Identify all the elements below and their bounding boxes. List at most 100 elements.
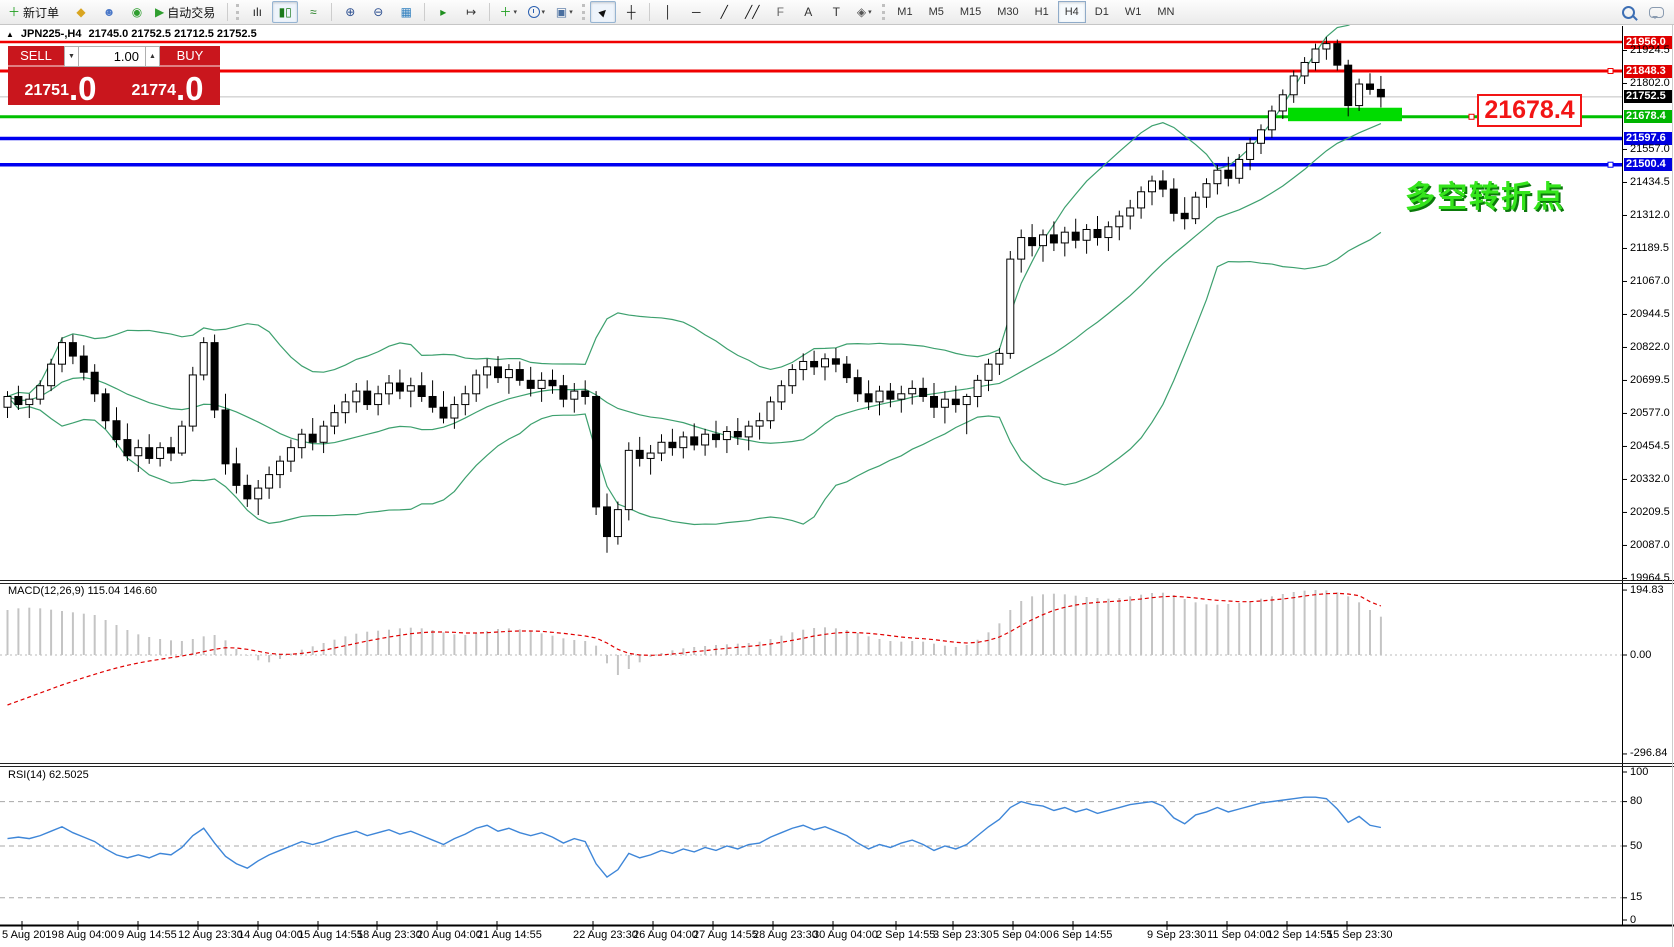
buy-price-frac: .0 [175,69,204,107]
one-click-trading-panel: SELL ▼ 1.00 ▲ BUY 21751.0 21774.0 [8,46,220,105]
price-axis-label: 21312.0 [1630,208,1670,221]
timeframe-h4-button[interactable]: H4 [1057,1,1086,23]
chevron-down-icon[interactable]: ▾ [569,9,573,16]
candlestick-chart-button[interactable]: ▮▯ [272,1,299,23]
arrows-icon: ◈ [856,5,867,19]
time-axis-label: 28 Aug 23:30 [753,929,818,941]
timeframe-m15-button[interactable]: M15 [959,6,982,18]
toolbar-drag-handle[interactable] [582,4,586,20]
search-icon [1621,5,1635,19]
rsi-indicator-label: RSI(14) 62.5025 [8,769,89,781]
vertical-line-button[interactable]: │ [655,1,681,23]
toolbar-drag-handle[interactable] [236,4,240,20]
zoom-out-icon: ⊖ [373,5,384,19]
toolbar-separator [227,3,229,21]
line-icon: ≈ [309,5,317,19]
time-axis-label: 11 Sep 04:00 [1207,929,1272,941]
price-axis-label: 20699.5 [1630,373,1670,386]
chart-symbol-period: JPN225-,H4 [20,28,82,40]
toolbar-drag-handle[interactable] [882,4,886,20]
time-axis-label: 9 Aug 14:55 [118,929,177,941]
time-axis-label: 12 Sep 14:55 [1267,929,1333,941]
price-axis-label: 20087.0 [1630,538,1670,551]
horizontal-line-button[interactable]: ─ [683,1,709,23]
indicator-axis-label: 50 [1630,839,1643,852]
volume-input[interactable]: 1.00 [79,46,145,67]
sell-button[interactable]: SELL [8,46,64,67]
clock-icon [527,6,540,18]
chevron-down-icon[interactable]: ▾ [513,9,518,16]
price-axis-label: 21500.4 [1624,158,1672,172]
timeframe-m1-button[interactable]: M1 [897,6,913,18]
price-axis-label: 21067.0 [1630,274,1670,287]
fibo-icon: F [776,5,784,19]
gold-diamond-icon: ◆ [76,5,86,19]
toolbar-separator [424,3,426,21]
timeframe-w1-button[interactable]: W1 [1124,6,1142,18]
equidistant-channel-button[interactable]: ╱╱ [739,1,765,23]
price-axis-label: 21189.5 [1630,241,1669,254]
volume-increase-button[interactable]: ▲ [145,46,160,67]
trendline-button[interactable]: ╱ [711,1,737,23]
time-axis-label: 9 Sep 23:30 [1147,929,1207,941]
price-axis-label: 21597.6 [1624,132,1672,146]
charts-button[interactable]: ◆ [68,1,94,23]
volume-decrease-button[interactable]: ▼ [64,46,79,67]
timeframe-d1-button[interactable]: D1 [1094,6,1109,18]
chevron-down-icon[interactable]: ▾ [868,9,872,16]
price-axis-label: 21802.0 [1630,76,1670,89]
text-label-button[interactable]: T [823,1,849,23]
A-icon: A [804,5,813,19]
arrow-objects-button[interactable]: ◈ ▾ [851,1,877,23]
fibonacci-button[interactable]: F [767,1,793,23]
time-axis-label: 6 Sep 14:55 [1053,929,1113,941]
shift-icon: ↦ [466,5,477,19]
hline-icon: ─ [692,5,701,19]
chart-shift-button[interactable]: ↦ [458,1,484,23]
periods-button[interactable]: ▾ [523,1,549,23]
indicators-button[interactable]: ＋ ▾ [495,1,521,23]
line-chart-button[interactable]: ≈ [300,1,326,23]
sell-price[interactable]: 21751.0 [8,68,113,105]
price-axis-label: 20209.5 [1630,505,1670,518]
bar-chart-button[interactable]: ılı [244,1,270,23]
auto-trading-button[interactable]: ▶ 自动交易 [152,1,222,23]
price-axis-label: 21924.5 [1630,43,1670,56]
buy-price-main: 21774 [131,82,176,99]
buy-button[interactable]: BUY [160,46,220,67]
time-axis-label: 15 Sep 23:30 [1327,929,1393,941]
price-callout-label[interactable]: 21678.4 [1477,94,1582,127]
timeframe-m5-button[interactable]: M5 [928,6,944,18]
doc-plus-icon: ＋ [8,5,21,19]
zoom-out-button[interactable]: ⊖ [365,1,391,23]
signals-button[interactable]: ◉ [124,1,150,23]
cursor-button[interactable]: ► [590,1,617,23]
templates-button[interactable]: ▣ ▾ [551,1,577,23]
chart-title: ▲ JPN225-,H4 21745.0 21752.5 21712.5 217… [6,28,257,40]
chat-button[interactable] [1643,1,1669,23]
zoom-in-button[interactable]: ⊕ [337,1,363,23]
auto-scroll-button[interactable]: ▸ [430,1,456,23]
timeframe-h1-button[interactable]: H1 [1034,6,1049,18]
time-axis-label: 26 Aug 04:00 [633,929,698,941]
price-axis-label: 20944.5 [1630,307,1670,320]
time-axis-label: 20 Aug 04:00 [417,929,482,941]
chevron-down-icon[interactable]: ▾ [541,9,546,16]
timeframe-m30-button[interactable]: M30 [997,6,1019,18]
text-button[interactable]: A [795,1,821,23]
buy-price[interactable]: 21774.0 [115,68,220,105]
person-icon: ☻ [102,5,116,19]
tile-windows-button[interactable]: ▦ [393,1,419,23]
search-button[interactable] [1615,1,1641,23]
metaeditor-button[interactable]: ☻ [96,1,122,23]
collapse-triangle-icon[interactable]: ▲ [6,29,14,39]
new-order-button[interactable]: ＋新订单 [5,1,66,23]
time-axis-label: 8 Aug 04:00 [58,929,117,941]
timeframe-mn-button[interactable]: MN [1157,6,1175,18]
signal-icon: ◉ [131,5,143,19]
toolbar-separator [649,3,651,21]
macd-indicator-label: MACD(12,26,9) 115.04 146.60 [8,585,157,597]
crosshair-button[interactable]: ┼ [618,1,644,23]
annotation-text[interactable]: 多空转折点 [1405,181,1565,214]
